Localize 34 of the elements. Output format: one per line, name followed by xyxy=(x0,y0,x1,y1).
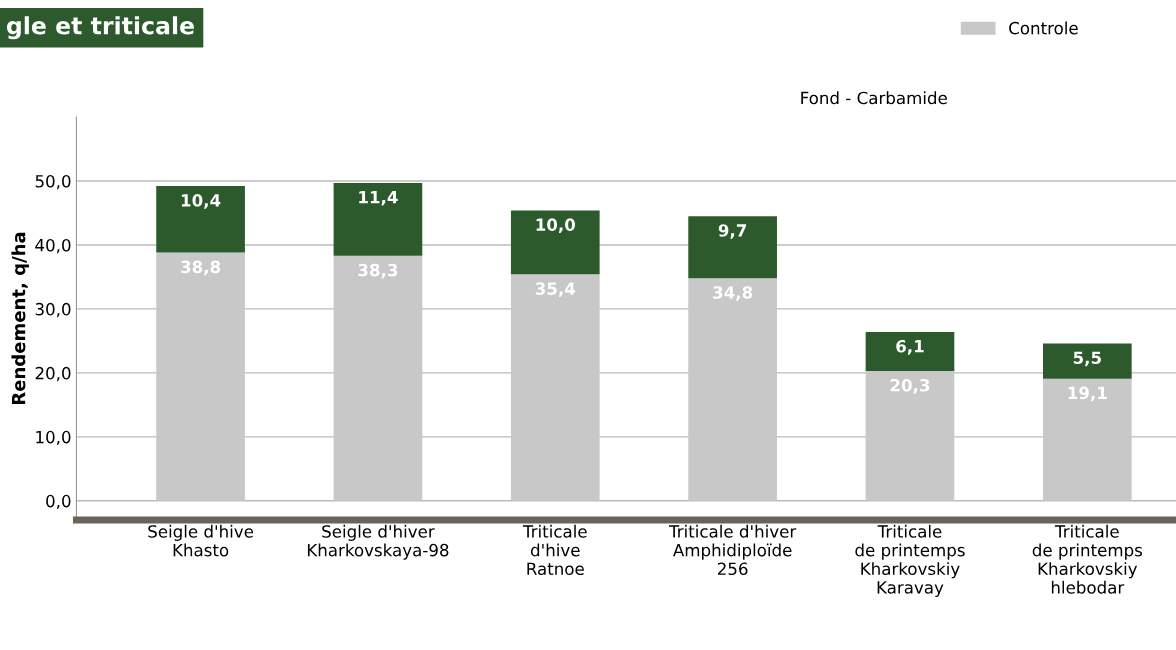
bar xyxy=(1042,343,1132,379)
bar xyxy=(865,331,955,371)
y-tick-label: 40,0 xyxy=(35,238,71,254)
text: Fond - Carbamide xyxy=(801,91,947,105)
chart-title: gle et triticale xyxy=(6,16,194,40)
bar xyxy=(156,186,245,253)
legend-label: Controle xyxy=(1009,21,1078,35)
y-tick-label: 50,0 xyxy=(35,174,71,190)
bar xyxy=(688,216,777,279)
bar xyxy=(1042,378,1132,501)
bar xyxy=(510,274,600,501)
bar xyxy=(688,278,777,501)
x-tick-label: Seigle d'hiver Kharkovskaya-98 xyxy=(307,524,449,560)
data-label: 10,0 xyxy=(536,218,576,234)
x-tick-label: Triticale d'hive Ratnoe xyxy=(522,524,587,576)
y-tick-label: 30,0 xyxy=(35,302,71,318)
bar xyxy=(156,252,245,501)
x-tick-label: Triticale de printemps Kharkovskiy Karavay xyxy=(855,524,965,597)
y-tick-label: 20,0 xyxy=(35,366,71,382)
x-tick-label: Seigle d'hive Khasto xyxy=(148,524,254,557)
y-tick-label: 0,0 xyxy=(46,494,71,510)
bar xyxy=(333,255,423,501)
data-label: 11,4 xyxy=(359,191,398,206)
bar xyxy=(865,370,955,501)
x-tick-label: Triticale de printemps Kharkovskiy hlebodar xyxy=(1032,524,1143,594)
data-label: 9,7 xyxy=(718,224,747,239)
data-label: 6,1 xyxy=(896,339,924,355)
data-label: 5,5 xyxy=(1073,351,1101,367)
bar xyxy=(333,182,423,256)
bar xyxy=(510,210,600,275)
x-tick-label: Triticale d'hiver Amphidiploïde 256 xyxy=(668,524,797,576)
y-axis-title: Rendement, q/ha xyxy=(11,232,29,405)
y-tick-label: 10,0 xyxy=(36,430,71,446)
data-label: 10,4 xyxy=(181,194,221,209)
